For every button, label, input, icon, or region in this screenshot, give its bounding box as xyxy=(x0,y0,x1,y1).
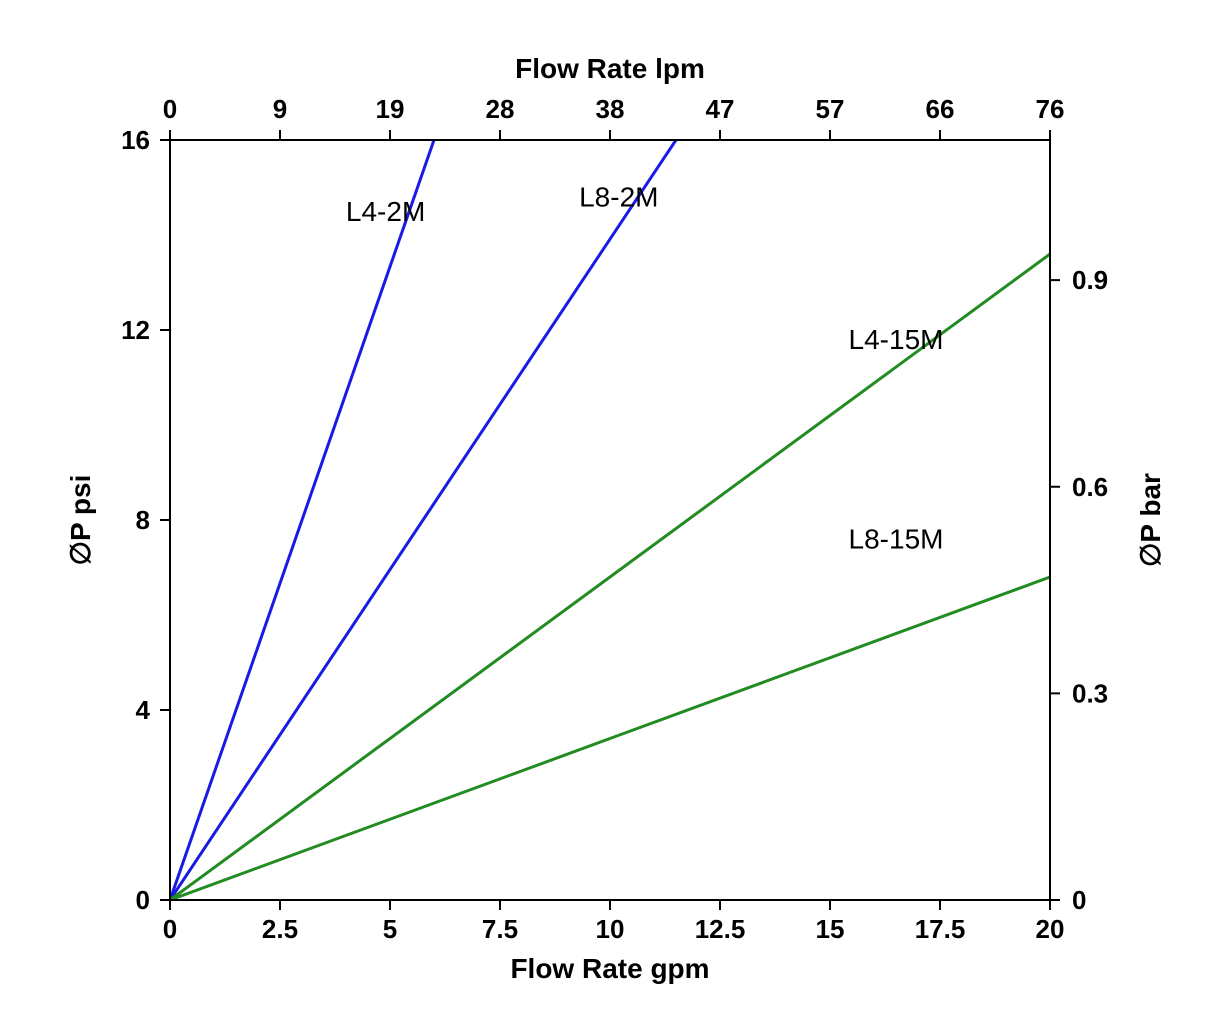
x-top-tick: 0 xyxy=(163,94,177,124)
x-top-tick: 9 xyxy=(273,94,287,124)
x-top-tick: 66 xyxy=(926,94,955,124)
x-top-title: Flow Rate lpm xyxy=(515,53,705,84)
y-right-tick: 0.9 xyxy=(1072,265,1108,295)
series-label-l4-2m: L4-2M xyxy=(346,196,425,227)
x-bottom-tick: 5 xyxy=(383,914,397,944)
x-bottom-tick: 2.5 xyxy=(262,914,298,944)
y-right-tick: 0.6 xyxy=(1072,472,1108,502)
x-bottom-tick: 20 xyxy=(1036,914,1065,944)
x-bottom-tick: 12.5 xyxy=(695,914,746,944)
x-top-tick: 76 xyxy=(1036,94,1065,124)
y-left-tick: 0 xyxy=(136,885,150,915)
x-top-tick: 47 xyxy=(706,94,735,124)
x-bottom-tick: 17.5 xyxy=(915,914,966,944)
pressure-flow-chart: 0 2.5 5 7.5 10 12.5 15 17.5 20 Flow Rate gpm 0 9 19 2… xyxy=(0,0,1214,1018)
x-top-tick: 38 xyxy=(596,94,625,124)
x-top-tick: 19 xyxy=(376,94,405,124)
y-left-tick: 12 xyxy=(121,315,150,345)
y-right-title: ∅P bar xyxy=(1135,473,1166,567)
y-left-tick: 4 xyxy=(136,695,151,725)
x-bottom-title: Flow Rate gpm xyxy=(510,953,709,984)
y-left-tick: 8 xyxy=(136,505,150,535)
y-right-tick: 0.3 xyxy=(1072,678,1108,708)
y-right-tick: 0 xyxy=(1072,885,1086,915)
x-bottom-tick: 10 xyxy=(596,914,625,944)
x-bottom-tick: 7.5 xyxy=(482,914,518,944)
series-label-l4-15m: L4-15M xyxy=(849,324,944,355)
x-bottom-tick: 15 xyxy=(816,914,845,944)
x-top-tick: 57 xyxy=(816,94,845,124)
series-label-l8-15m: L8-15M xyxy=(849,524,944,555)
y-left-tick: 16 xyxy=(121,125,150,155)
y-left-title: ∅P psi xyxy=(65,475,96,566)
x-top-tick: 28 xyxy=(486,94,515,124)
chart-svg: 0 2.5 5 7.5 10 12.5 15 17.5 20 Flow Rate gpm 0 9 19 2… xyxy=(0,0,1214,1018)
series-label-l8-2m: L8-2M xyxy=(579,182,658,213)
x-bottom-tick: 0 xyxy=(163,914,177,944)
